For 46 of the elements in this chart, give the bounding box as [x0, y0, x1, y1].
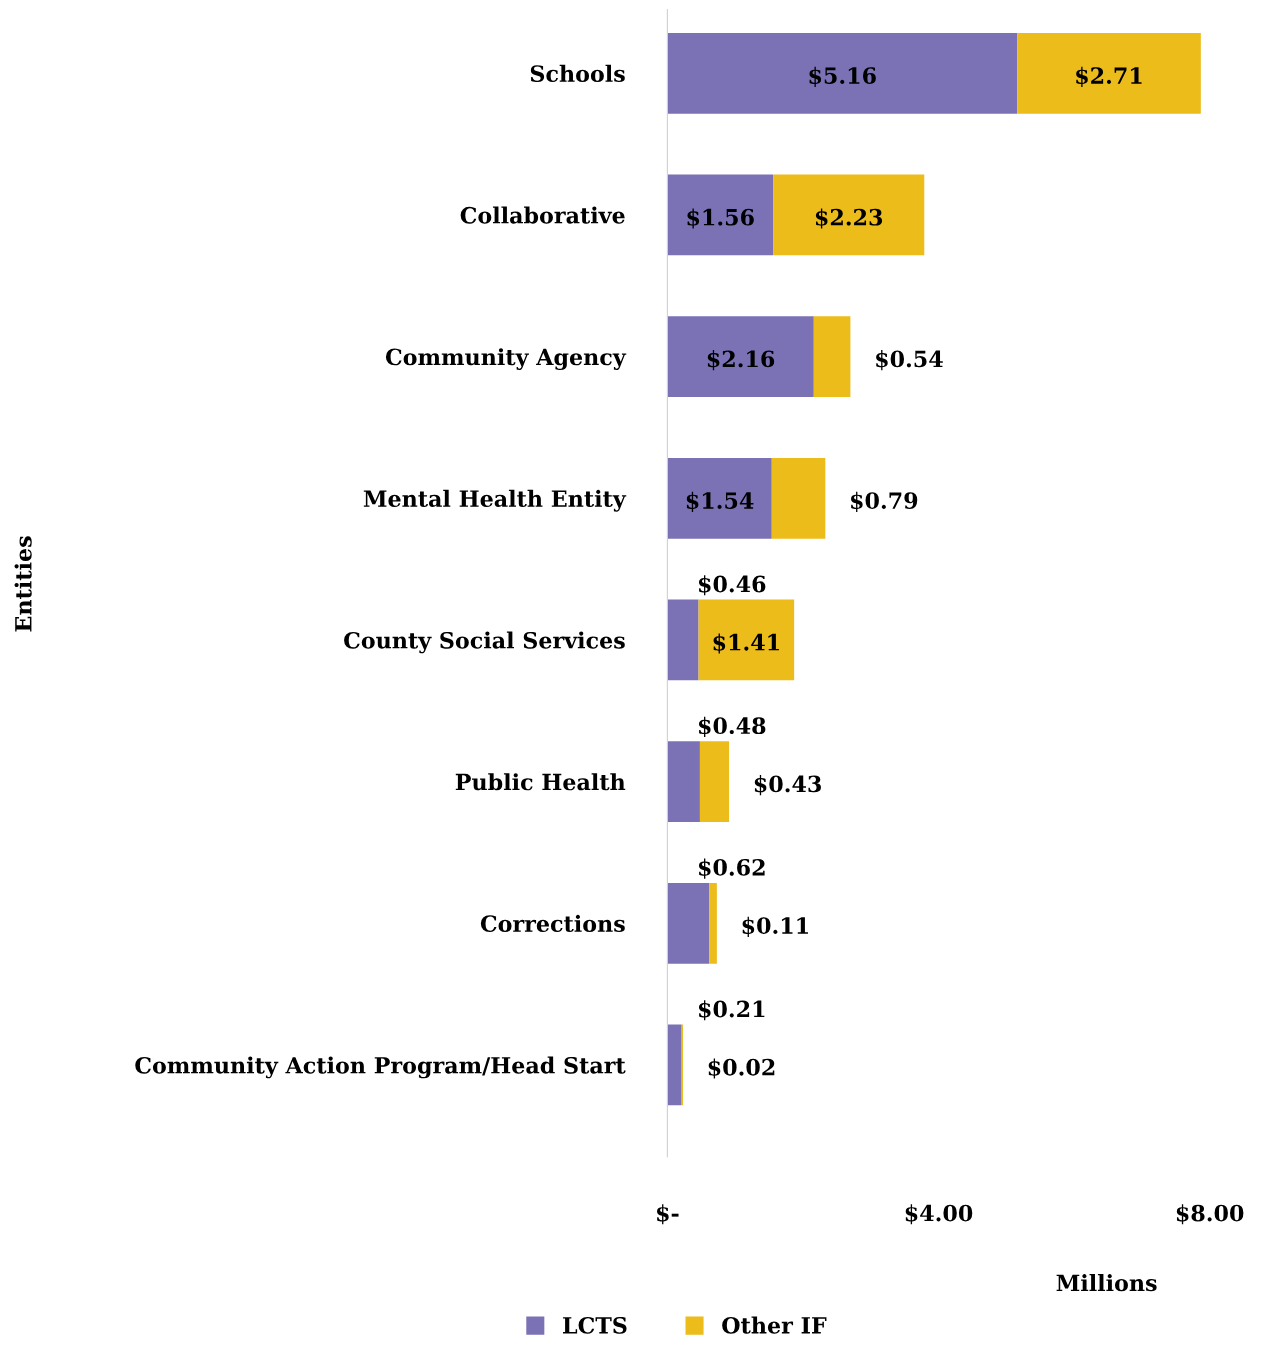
bar	[667, 1024, 682, 1106]
data-label: $2.71	[1076, 66, 1142, 87]
data-label: $0.79	[851, 491, 918, 512]
data-label: $0.43	[754, 775, 821, 796]
bar	[709, 882, 717, 964]
bar	[667, 599, 699, 681]
bar	[667, 457, 772, 539]
bar	[773, 174, 925, 256]
y-tick-label: County Social Services	[344, 631, 625, 654]
data-label: $0.54	[876, 350, 943, 371]
y-tick-label: Mental Health Entity	[363, 489, 627, 512]
data-label: $2.16	[707, 350, 775, 371]
x-tick-label: $-	[657, 1204, 679, 1225]
x-axis-title: Millions	[1056, 1274, 1157, 1292]
data-label: $0.46	[698, 575, 766, 596]
bar	[667, 316, 814, 397]
data-label: $5.16	[809, 66, 876, 87]
legend-label: Other IF	[722, 1316, 827, 1334]
data-label: $0.11	[742, 916, 808, 937]
bar	[667, 741, 700, 822]
y-axis-title: Entities	[14, 536, 32, 632]
data-label: $1.54	[686, 491, 754, 512]
bar	[667, 174, 774, 256]
data-label: $1.56	[687, 208, 754, 229]
bar	[771, 457, 826, 539]
y-tick-label: Community Agency	[385, 348, 627, 370]
bar	[667, 882, 710, 964]
data-label: $1.41	[713, 633, 779, 654]
bar	[667, 32, 1018, 114]
bar	[699, 741, 730, 822]
y-tick-label: Community Action Program/Head Start	[135, 1056, 626, 1079]
x-tick-label: $4.00	[905, 1204, 973, 1225]
x-tick-label: $8.00	[1176, 1204, 1244, 1225]
data-label: $0.62	[698, 858, 765, 879]
data-label: $0.48	[698, 716, 766, 738]
data-label: $2.23	[815, 208, 883, 229]
bar	[698, 599, 795, 681]
y-tick-label: Corrections	[480, 914, 625, 933]
y-tick-label: Schools	[530, 64, 625, 83]
bar	[813, 316, 851, 397]
data-label: $0.02	[708, 1058, 775, 1079]
bar	[1017, 32, 1201, 114]
y-tick-label: Public Health	[455, 773, 626, 791]
legend-label: LCTS	[563, 1316, 627, 1334]
y-tick-label: Collaborative	[460, 206, 625, 224]
data-label: $0.21	[698, 1000, 765, 1021]
